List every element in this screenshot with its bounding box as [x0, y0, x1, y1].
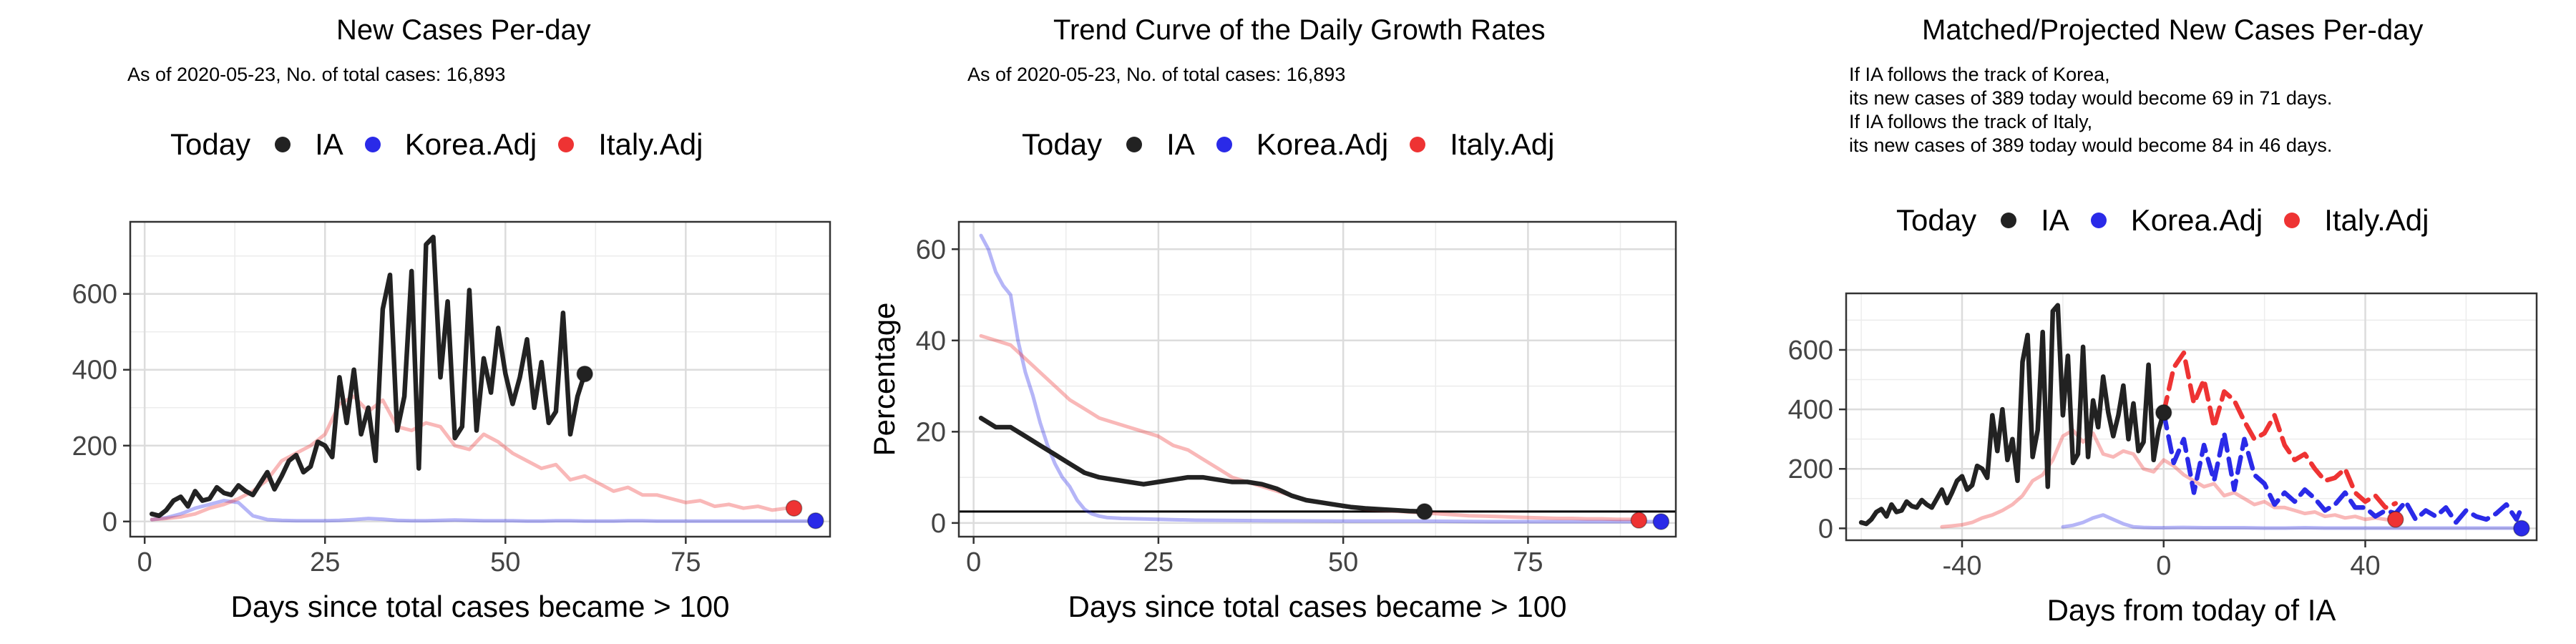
- tick-label-y: 0: [931, 509, 946, 539]
- tick-label-x: -40: [1943, 551, 1982, 581]
- legend-dot-italy: [1410, 137, 1426, 152]
- tick-label-x: 25: [310, 547, 340, 577]
- y-axis-title: Percentage: [867, 303, 901, 457]
- today-point-ia: [2155, 404, 2172, 421]
- chart-title: Matched/Projected New Cases Per-day: [1922, 14, 2424, 46]
- series-line-italy-adj: [1940, 428, 2398, 529]
- tick-label-x: 75: [1513, 547, 1543, 577]
- chart-subtitle-line-4: its new cases of 389 today would become …: [1849, 135, 2333, 156]
- tick-label-y: 200: [72, 431, 117, 462]
- legend-label-korea: Korea.Adj: [1256, 127, 1389, 161]
- series-line-ia: [978, 415, 1428, 514]
- today-point-korea-adj: [2513, 519, 2530, 537]
- plot-border: [129, 220, 831, 538]
- series-line-italy-adj-projected: [2161, 350, 2399, 510]
- tick-label-x: 25: [1143, 547, 1174, 577]
- today-point-italy-adj: [1630, 512, 1648, 529]
- tick-label-x: 0: [966, 547, 981, 577]
- tick-label-y: 40: [916, 326, 946, 356]
- tick-label-x: 75: [670, 547, 701, 577]
- today-point-ia: [1416, 503, 1433, 520]
- legend-title: Today: [1896, 203, 1977, 237]
- legend-item-ia: IA: [2001, 203, 2069, 238]
- tick-label-y: 400: [1788, 395, 1833, 425]
- legend-dot-ia: [275, 137, 291, 152]
- tick-label-x: 50: [1328, 547, 1358, 577]
- tick-label-y: 20: [916, 417, 946, 447]
- legend-label-italy: Italy.Adj: [2324, 203, 2429, 237]
- legend-item-italy: Italy.Adj: [558, 127, 703, 162]
- series-line-korea-adj: [2061, 513, 2524, 530]
- tick-label-y: 0: [102, 507, 117, 537]
- today-point-ia: [576, 365, 593, 383]
- plot-background: [1846, 293, 2537, 540]
- chart-title: New Cases Per-day: [336, 14, 591, 46]
- today-point-korea-adj: [807, 512, 824, 530]
- x-axis-title: Days from today of IA: [2047, 593, 2336, 627]
- series-line-korea-adj: [150, 499, 818, 523]
- legend-label-ia: IA: [2041, 203, 2069, 237]
- x-axis-title: Days since total cases became > 100: [1068, 590, 1567, 623]
- panel-growth-rates: Trend Curve of the Daily Growth Rates As…: [859, 0, 1717, 644]
- legend-item-korea: Korea.Adj: [2090, 203, 2263, 238]
- plot-area: 0 25 50 75 0 20 40 60 Days since total cases bec…: [867, 220, 1677, 623]
- tick-label-y: 600: [1788, 336, 1833, 366]
- legend-dot-korea: [364, 137, 381, 152]
- plot-border: [1845, 292, 2538, 542]
- legend: Today IA Korea.Adj Italy.Adj: [1022, 127, 1576, 162]
- chart-title: Trend Curve of the Daily Growth Rates: [1053, 14, 1546, 46]
- chart-subtitle-line-1: If IA follows the track of Korea,: [1849, 64, 2110, 85]
- legend-label-italy: Italy.Adj: [1450, 127, 1555, 161]
- x-axis-title: Days since total cases became > 100: [231, 590, 730, 623]
- tick-label-x: 0: [2156, 551, 2171, 581]
- tick-label-x: 50: [490, 547, 520, 577]
- plot-area: 0 25 50 75 0 200 400 600 Days since total cases …: [72, 220, 831, 623]
- tick-label-x: 0: [137, 547, 152, 577]
- panel-projected: Matched/Projected New Cases Per-day If I…: [1717, 0, 2576, 644]
- legend-item-korea: Korea.Adj: [364, 127, 537, 162]
- legend-item-ia: IA: [1126, 127, 1195, 162]
- tick-label-y: 600: [72, 280, 117, 310]
- series-line-ia: [1858, 303, 2167, 527]
- tick-label-y: 0: [1818, 514, 1833, 544]
- tick-label-y: 400: [72, 356, 117, 386]
- legend-item-korea: Korea.Adj: [1216, 127, 1388, 162]
- legend-title: Today: [1022, 127, 1103, 161]
- series-line-ia: [149, 234, 587, 519]
- chart-subtitle-line-3: If IA follows the track of Italy,: [1849, 111, 2093, 132]
- today-point-italy-adj: [2387, 511, 2404, 528]
- legend-label-ia: IA: [315, 127, 343, 161]
- series-line-korea-adj: [979, 233, 1663, 524]
- legend-item-ia: IA: [275, 127, 343, 162]
- chart-subtitle-line-2: its new cases of 389 today would become …: [1849, 87, 2333, 109]
- legend-title: Today: [170, 127, 251, 161]
- today-point-korea-adj: [1652, 513, 1670, 530]
- legend-dot-italy: [2284, 213, 2301, 228]
- legend-item-italy: Italy.Adj: [1410, 127, 1555, 162]
- legend-dot-ia: [2001, 213, 2017, 228]
- tick-label-y: 200: [1788, 454, 1833, 484]
- legend: Today IA Korea.Adj Italy.Adj: [1896, 203, 2451, 238]
- legend-label-korea: Korea.Adj: [2130, 203, 2263, 237]
- legend-dot-korea: [2090, 213, 2107, 228]
- legend: Today IA Korea.Adj Italy.Adj: [170, 127, 725, 162]
- chart-subtitle: As of 2020-05-23, No. of total cases: 16…: [127, 64, 506, 85]
- legend-label-italy: Italy.Adj: [598, 127, 703, 161]
- legend-dot-ia: [1126, 137, 1143, 152]
- chart-subtitle: As of 2020-05-23, No. of total cases: 16…: [967, 64, 1346, 85]
- today-point-italy-adj: [785, 499, 803, 517]
- legend-label-korea: Korea.Adj: [404, 127, 537, 161]
- legend-dot-italy: [558, 137, 575, 152]
- legend-label-ia: IA: [1166, 127, 1195, 161]
- tick-label-x: 40: [2350, 551, 2380, 581]
- panel-new-cases: New Cases Per-day As of 2020-05-23, No. …: [0, 0, 859, 644]
- tick-label-y: 60: [916, 235, 946, 265]
- plot-background: [959, 222, 1676, 537]
- plot-border: [957, 220, 1677, 538]
- legend-dot-korea: [1216, 137, 1232, 152]
- series-line-korea-adj-projected: [2161, 410, 2524, 525]
- legend-item-italy: Italy.Adj: [2284, 203, 2429, 238]
